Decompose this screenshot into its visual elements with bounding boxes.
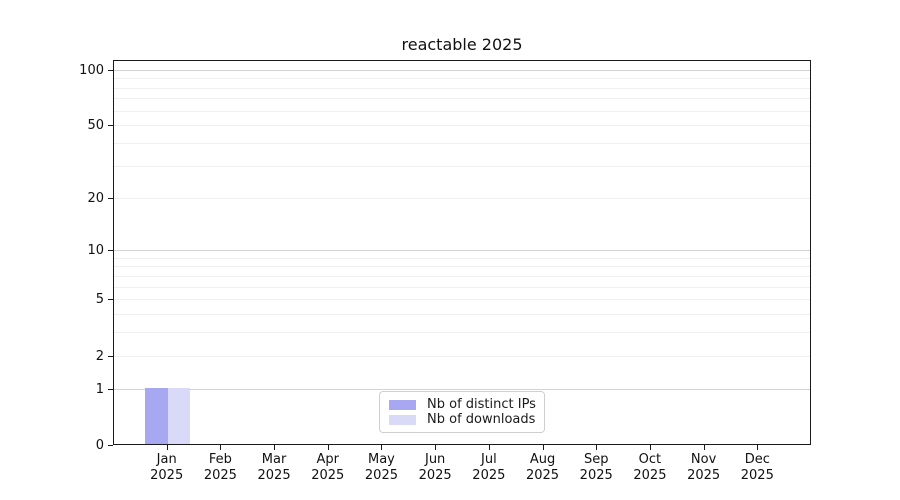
x-tick-label: Feb 2025 — [190, 452, 250, 484]
y-gridline-minor — [114, 257, 810, 259]
legend-swatch-distinct-ips — [389, 399, 416, 410]
x-tick-mark — [220, 445, 222, 450]
x-tick-mark — [757, 445, 759, 450]
y-tick-mark — [108, 250, 113, 252]
y-tick-mark — [108, 197, 113, 199]
bar-jan-series1 — [167, 387, 191, 444]
y-gridline-minor — [114, 143, 810, 145]
x-tick-label: Oct 2025 — [620, 452, 680, 484]
legend-entry-distinct-ips: Nb of distinct IPs — [389, 397, 536, 412]
y-tick-label: 1 — [95, 381, 104, 397]
x-tick-label-year: 2025 — [687, 468, 721, 483]
y-gridline-minor — [114, 332, 810, 334]
y-gridline-major — [114, 250, 810, 252]
x-tick-label: Jan 2025 — [137, 452, 197, 484]
x-tick-label-year: 2025 — [150, 468, 184, 483]
x-tick-mark — [488, 445, 490, 450]
x-tick-mark — [381, 445, 383, 450]
y-tick-label: 20 — [87, 190, 104, 206]
y-tick-mark — [108, 445, 113, 446]
x-tick-label-year: 2025 — [257, 468, 291, 483]
y-gridline-minor — [114, 165, 810, 167]
x-tick-mark — [327, 445, 329, 450]
x-tick-label-month: Sep — [583, 452, 609, 467]
x-tick-mark — [703, 445, 705, 450]
x-tick-mark — [435, 445, 437, 450]
x-tick-label: Jun 2025 — [405, 452, 465, 484]
y-tick-mark — [108, 69, 113, 71]
x-tick-label-year: 2025 — [472, 468, 506, 483]
y-gridline-minor — [114, 87, 810, 89]
y-gridline-minor — [114, 125, 810, 127]
x-tick-label-year: 2025 — [579, 468, 613, 483]
plot-area — [113, 60, 811, 445]
x-tick-mark — [649, 445, 651, 450]
x-tick-label-month: Jul — [481, 452, 497, 467]
x-tick-label-year: 2025 — [418, 468, 452, 483]
legend-swatch-downloads — [389, 414, 416, 425]
x-tick-label-month: Jun — [424, 452, 446, 467]
chart-title: reactable 2025 — [401, 35, 523, 54]
legend-entry-downloads: Nb of downloads — [389, 412, 535, 427]
y-gridline-minor — [114, 299, 810, 301]
x-tick-label-month: Dec — [744, 452, 770, 467]
y-tick-mark — [108, 388, 113, 390]
x-tick-mark — [542, 445, 544, 450]
x-tick-label-month: Oct — [638, 452, 662, 467]
y-gridline-minor — [114, 78, 810, 80]
y-gridline-minor — [114, 275, 810, 277]
y-tick-label: 0 — [95, 438, 104, 453]
y-tick-label: 50 — [87, 118, 104, 134]
x-tick-mark — [274, 445, 276, 450]
x-tick-label-year: 2025 — [311, 468, 345, 483]
x-tick-label: Jul 2025 — [459, 452, 519, 484]
legend: Nb of distinct IPs Nb of downloads — [379, 391, 545, 433]
x-tick-label: May 2025 — [351, 452, 411, 484]
y-tick-mark — [108, 299, 113, 301]
y-tick-label: 2 — [95, 348, 104, 364]
y-tick-label: 10 — [87, 243, 104, 259]
y-gridline-major — [114, 69, 810, 71]
x-tick-label-month: Jan — [156, 452, 177, 467]
legend-label-distinct-ips: Nb of distinct IPs — [427, 397, 536, 412]
y-tick-label: 5 — [95, 292, 104, 308]
x-tick-label-year: 2025 — [633, 468, 667, 483]
x-tick-label-year: 2025 — [740, 468, 774, 483]
x-tick-label-year: 2025 — [203, 468, 237, 483]
x-tick-label: Aug 2025 — [513, 452, 573, 484]
y-tick-mark — [108, 125, 113, 127]
x-tick-label: Sep 2025 — [566, 452, 626, 484]
legend-label-downloads: Nb of downloads — [427, 412, 536, 427]
y-tick-label: 100 — [79, 62, 104, 78]
x-tick-label: Apr 2025 — [298, 452, 358, 484]
y-gridline-minor — [114, 355, 810, 357]
y-gridline-minor — [114, 266, 810, 268]
x-tick-label-month: Nov — [690, 452, 717, 467]
bar-jan-series0 — [145, 387, 168, 444]
y-gridline-major — [114, 388, 810, 390]
y-gridline-minor — [114, 286, 810, 288]
x-tick-label-month: Aug — [529, 452, 556, 467]
y-gridline-minor — [114, 98, 810, 100]
x-tick-label-month: Mar — [261, 452, 287, 467]
x-tick-label-year: 2025 — [525, 468, 560, 483]
y-gridline-minor — [114, 314, 810, 316]
x-tick-label: Nov 2025 — [674, 452, 734, 484]
x-tick-label-month: May — [368, 452, 395, 467]
x-tick-mark — [166, 445, 168, 450]
x-tick-label: Dec 2025 — [727, 452, 787, 484]
x-tick-label-year: 2025 — [364, 468, 398, 483]
y-gridline-minor — [114, 110, 810, 112]
y-gridline-minor — [114, 197, 810, 199]
x-tick-label-month: Apr — [316, 452, 340, 467]
y-tick-mark — [108, 355, 113, 357]
x-tick-label-month: Feb — [208, 452, 232, 467]
x-tick-mark — [596, 445, 598, 450]
x-tick-label: Mar 2025 — [244, 452, 304, 484]
